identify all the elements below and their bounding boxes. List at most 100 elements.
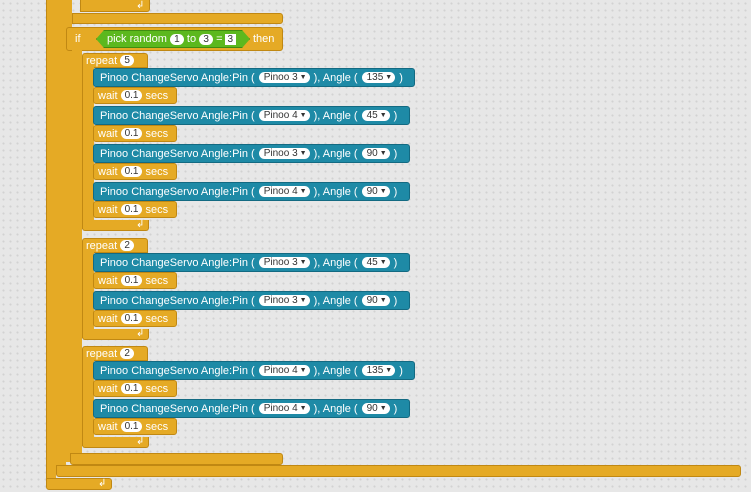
chevron-down-icon: ▼ [379, 297, 387, 304]
wait-label: wait [98, 420, 118, 433]
angle-dropdown[interactable]: 90 ▼ [361, 403, 390, 414]
compare-value-input[interactable]: 3 [225, 34, 237, 45]
previous-block-arm[interactable] [80, 0, 150, 12]
chevron-down-icon: ▼ [299, 297, 307, 304]
repeat-block[interactable]: repeat 2 [82, 238, 148, 253]
servo-prefix: Pinoo ChangeServo Angle:Pin ( [100, 185, 255, 198]
wait-seconds-input[interactable]: 0.1 [120, 90, 143, 101]
pin-dropdown[interactable]: Pinoo 4 ▼ [258, 365, 310, 376]
repeat-block-bottom[interactable] [82, 220, 149, 231]
wait-seconds-input[interactable]: 0.1 [120, 313, 143, 324]
secs-label: secs [145, 382, 169, 395]
wait-block[interactable]: wait 0.1 secs [93, 272, 177, 289]
inner-loop-arm [66, 0, 72, 462]
pin-dropdown[interactable]: Pinoo 4 ▼ [258, 110, 310, 121]
pin-dropdown[interactable]: Pinoo 3 ▼ [258, 148, 310, 159]
wait-seconds-input[interactable]: 0.1 [120, 204, 143, 215]
wait-label: wait [98, 165, 118, 178]
repeat-block[interactable]: repeat 5 [82, 53, 148, 68]
wait-label: wait [98, 382, 118, 395]
pin-dropdown[interactable]: Pinoo 3 ▼ [258, 72, 310, 83]
random-to-input[interactable]: 3 [199, 34, 213, 45]
repeat-block-bottom[interactable] [82, 437, 149, 448]
close-paren: ) [393, 294, 398, 307]
secs-label: secs [145, 312, 169, 325]
repeat-arm [82, 360, 94, 446]
pin-dropdown[interactable]: Pinoo 4 ▼ [258, 186, 310, 197]
servo-angle-block[interactable]: Pinoo ChangeServo Angle:Pin (Pinoo 4 ▼), … [93, 361, 415, 380]
chevron-down-icon: ▼ [379, 150, 387, 157]
angle-dropdown[interactable]: 135 ▼ [361, 365, 396, 376]
repeat-count-input[interactable]: 5 [120, 55, 135, 66]
angle-dropdown[interactable]: 90 ▼ [361, 148, 390, 159]
equals-label: = [216, 33, 223, 45]
servo-angle-block[interactable]: Pinoo ChangeServo Angle:Pin (Pinoo 3 ▼), … [93, 291, 410, 310]
close-paren: ) [393, 185, 398, 198]
repeat-label: repeat [86, 54, 118, 67]
pin-dropdown[interactable]: Pinoo 3 ▼ [258, 257, 310, 268]
servo-angle-block[interactable]: Pinoo ChangeServo Angle:Pin (Pinoo 3 ▼), … [93, 68, 415, 87]
angle-dropdown[interactable]: 45 ▼ [361, 110, 390, 121]
wait-label: wait [98, 312, 118, 325]
wait-seconds-input[interactable]: 0.1 [120, 275, 143, 286]
wait-seconds-input[interactable]: 0.1 [120, 128, 143, 139]
loop-arrow-icon: ↲ [136, 0, 145, 11]
angle-dropdown[interactable]: 90 ▼ [361, 295, 390, 306]
repeat-block[interactable]: repeat 2 [82, 346, 148, 361]
pin-dropdown[interactable]: Pinoo 3 ▼ [258, 295, 310, 306]
close-paren: ) [393, 256, 398, 269]
chevron-down-icon: ▼ [299, 405, 307, 412]
wait-seconds-input[interactable]: 0.1 [120, 166, 143, 177]
angle-dropdown[interactable]: 45 ▼ [361, 257, 390, 268]
wait-label: wait [98, 127, 118, 140]
wait-block[interactable]: wait 0.1 secs [93, 418, 177, 435]
servo-prefix: Pinoo ChangeServo Angle:Pin ( [100, 71, 255, 84]
wait-block[interactable]: wait 0.1 secs [93, 163, 177, 180]
angle-label: ), Angle ( [313, 364, 358, 377]
previous-if-bottom[interactable] [72, 13, 283, 24]
repeat-count-input[interactable]: 2 [120, 348, 135, 359]
wait-block[interactable]: wait 0.1 secs [93, 125, 177, 142]
forever-loop-arm [56, 0, 66, 472]
close-paren: ) [399, 71, 403, 84]
wait-block[interactable]: wait 0.1 secs [93, 201, 177, 218]
servo-angle-block[interactable]: Pinoo ChangeServo Angle:Pin (Pinoo 4 ▼), … [93, 182, 410, 201]
close-paren: ) [399, 364, 403, 377]
outer-loop-arrow-icon: ↲ [98, 478, 107, 489]
chevron-down-icon: ▼ [299, 367, 307, 374]
wait-block[interactable]: wait 0.1 secs [93, 380, 177, 397]
servo-angle-block[interactable]: Pinoo ChangeServo Angle:Pin (Pinoo 4 ▼), … [93, 399, 410, 418]
wait-label: wait [98, 274, 118, 287]
wait-block[interactable]: wait 0.1 secs [93, 310, 177, 327]
forever-loop-bottom[interactable] [56, 465, 741, 477]
outer-loop-bottom[interactable] [46, 478, 112, 490]
outer-loop-arm [46, 0, 56, 482]
close-paren: ) [393, 109, 398, 122]
servo-angle-block[interactable]: Pinoo ChangeServo Angle:Pin (Pinoo 4 ▼), … [93, 106, 410, 125]
wait-seconds-input[interactable]: 0.1 [120, 421, 143, 432]
pin-dropdown[interactable]: Pinoo 4 ▼ [258, 403, 310, 414]
random-from-input[interactable]: 1 [170, 34, 184, 45]
if-label: if [75, 33, 81, 45]
repeat-count-input[interactable]: 2 [120, 240, 135, 251]
wait-block[interactable]: wait 0.1 secs [93, 87, 177, 104]
angle-dropdown[interactable]: 90 ▼ [361, 186, 390, 197]
chevron-down-icon: ▼ [379, 405, 387, 412]
angle-label: ), Angle ( [313, 147, 358, 160]
angle-label: ), Angle ( [313, 256, 358, 269]
pick-random-block[interactable]: pick random 1 to 3 = 3 [96, 30, 250, 48]
servo-prefix: Pinoo ChangeServo Angle:Pin ( [100, 256, 255, 269]
angle-label: ), Angle ( [313, 185, 358, 198]
servo-angle-block[interactable]: Pinoo ChangeServo Angle:Pin (Pinoo 3 ▼), … [93, 253, 410, 272]
then-label: then [253, 33, 275, 45]
servo-angle-block[interactable]: Pinoo ChangeServo Angle:Pin (Pinoo 3 ▼), … [93, 144, 410, 163]
angle-label: ), Angle ( [313, 402, 358, 415]
angle-label: ), Angle ( [313, 109, 358, 122]
servo-prefix: Pinoo ChangeServo Angle:Pin ( [100, 402, 255, 415]
close-paren: ) [393, 147, 398, 160]
repeat-block-bottom[interactable] [82, 329, 149, 340]
if-inner-arm [72, 50, 82, 455]
wait-seconds-input[interactable]: 0.1 [120, 383, 143, 394]
if-block-bottom[interactable] [70, 453, 283, 465]
angle-dropdown[interactable]: 135 ▼ [361, 72, 396, 83]
